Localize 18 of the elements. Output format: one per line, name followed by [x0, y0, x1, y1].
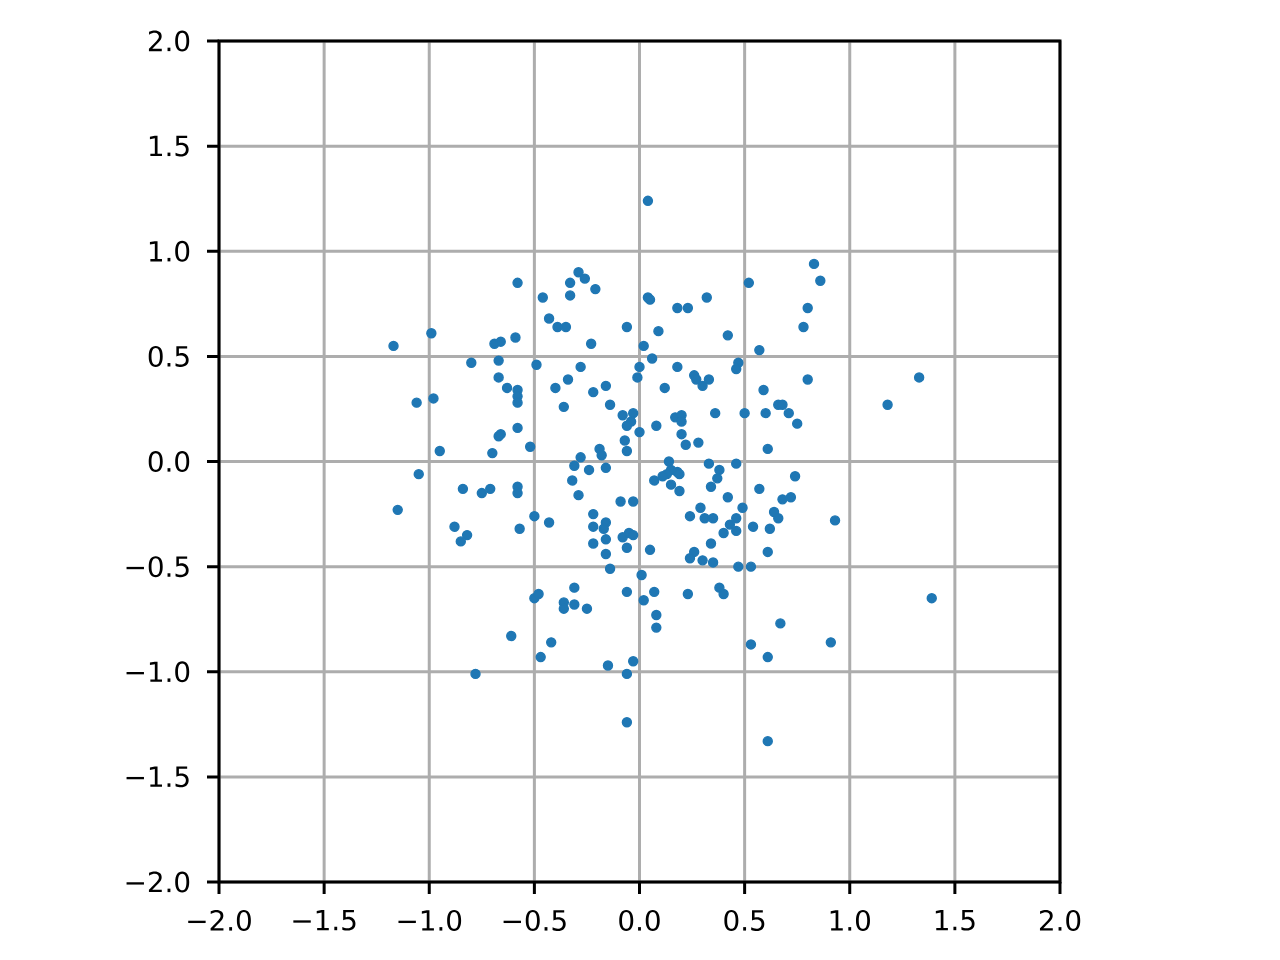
x-tick-label: 2.0 [1039, 909, 1081, 931]
x-tick-label: 1.0 [830, 909, 870, 931]
x-tick-label: −2.0 [188, 909, 251, 931]
x-tick-label: −1.5 [293, 909, 356, 931]
x-tick-label: 1.5 [935, 909, 975, 931]
y-tick-label: 0.5 [148, 345, 189, 367]
x-tick-label: −1.0 [398, 909, 462, 931]
y-tick-label: −1.5 [126, 766, 189, 788]
x-tick-label: 0.5 [724, 909, 765, 931]
y-tick-label: −0.5 [126, 556, 189, 578]
y-tick-label: 2.0 [148, 30, 190, 52]
x-tick-label: 0.0 [619, 909, 660, 931]
y-tick-label: −1.0 [126, 661, 190, 683]
x-tick-label: −0.5 [503, 909, 566, 931]
y-tick-label: 0.0 [148, 451, 190, 473]
y-tick-label: 1.0 [149, 240, 190, 262]
y-tick-label: 1.5 [149, 135, 189, 157]
y-tick-label: −2.0 [126, 871, 190, 893]
